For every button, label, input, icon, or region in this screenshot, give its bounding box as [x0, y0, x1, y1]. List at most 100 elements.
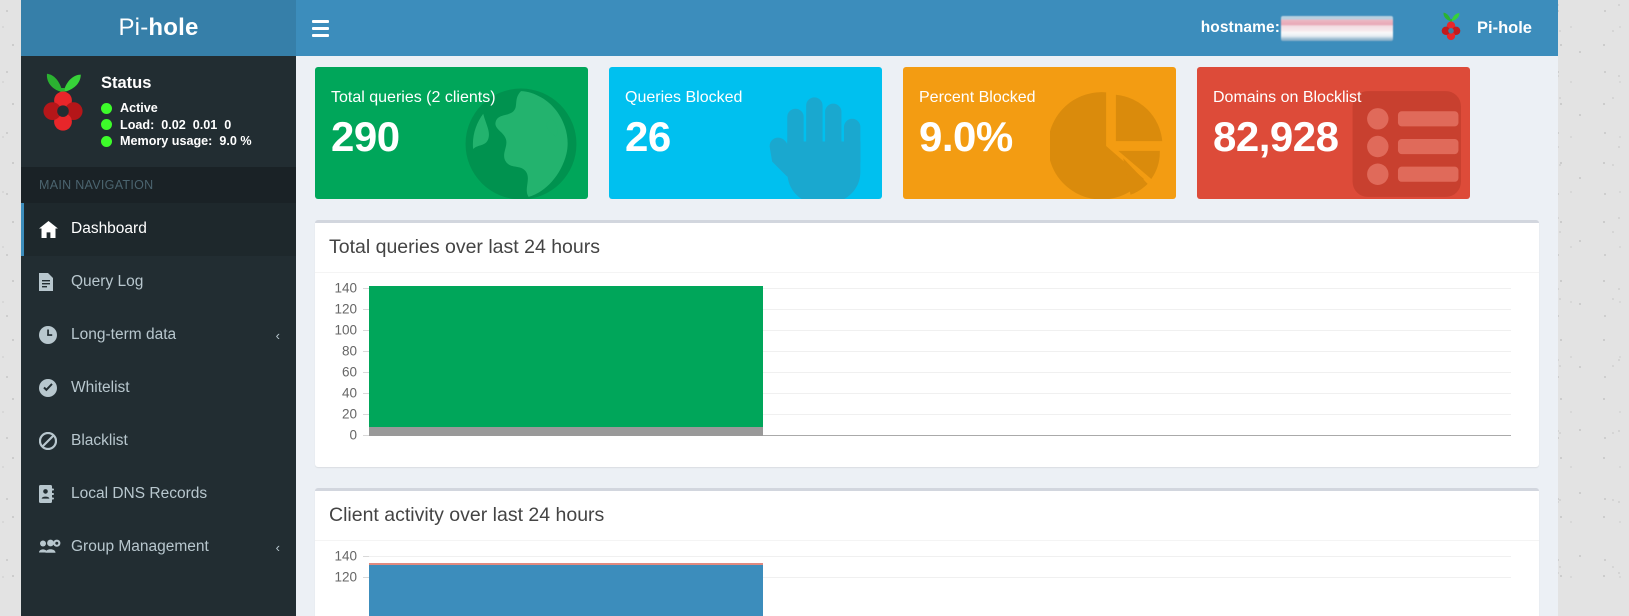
y-tick-label: 40	[341, 385, 357, 401]
y-axis: 140 120	[329, 549, 363, 616]
status-line: Memory usage: 9.0 %	[101, 134, 252, 148]
status-line: Load: 0.02 0.01 0	[101, 118, 252, 132]
navbar: hostname: Pi-hole	[296, 0, 1558, 56]
pihole-brand-link[interactable]: Pi-hole	[1437, 11, 1544, 45]
status-dot-icon	[101, 135, 112, 147]
main-content: Total queries (2 clients) 290 Queries Bl…	[296, 56, 1558, 616]
sidebar-item-label: Query Log	[71, 273, 144, 290]
stat-card-title: Percent Blocked	[919, 89, 1036, 106]
list-icon	[1352, 91, 1461, 197]
sidebar-section-header: MAIN NAVIGATION	[21, 166, 296, 203]
y-tick-label: 120	[334, 569, 357, 585]
gridline	[363, 393, 1511, 394]
tick-mark	[363, 288, 369, 289]
status-panel: Status Active Load: 0.02 0.01 0 Memory u…	[21, 56, 296, 167]
status-line-text: Load: 0.02 0.01 0	[120, 117, 232, 132]
ban-icon	[39, 432, 61, 450]
clock-icon	[39, 326, 61, 344]
chart-panel-body: 140 120	[315, 541, 1539, 616]
tick-mark	[363, 393, 369, 394]
status-line-text: Memory usage: 9.0 %	[120, 134, 252, 148]
stat-card-value: 9.0%	[919, 113, 1013, 160]
tick-mark	[363, 556, 369, 557]
gridline	[363, 330, 1511, 331]
raspberry-pi-icon	[1441, 12, 1461, 41]
client-activity-chart-panel: Client activity over last 24 hours 140 1…	[315, 488, 1539, 616]
sidebar: Status Active Load: 0.02 0.01 0 Memory u…	[21, 56, 296, 616]
brand-logo-bold: hole	[148, 14, 199, 41]
stat-card-domains-on-blocklist[interactable]: Domains on Blocklist 82,928	[1197, 67, 1470, 199]
status-line-text: Active	[120, 101, 158, 115]
total-queries-chart-panel: Total queries over last 24 hours 140 120…	[315, 220, 1539, 467]
client-activity-chart[interactable]: 140 120	[329, 549, 1525, 616]
hamburger-bar	[311, 26, 329, 30]
check-circle-icon	[39, 379, 61, 397]
status-line: Active	[101, 101, 252, 115]
stat-card-queries-blocked[interactable]: Queries Blocked 26	[609, 67, 882, 199]
sidebar-item-blacklist[interactable]: Blacklist	[21, 415, 296, 468]
stat-card-title: Queries Blocked	[625, 89, 743, 106]
tick-mark	[363, 330, 369, 331]
y-tick-label: 140	[334, 548, 357, 564]
file-icon	[39, 273, 61, 291]
gridline	[363, 288, 1511, 289]
plot-area	[363, 553, 1511, 616]
tick-mark	[363, 414, 369, 415]
stat-card-title: Domains on Blocklist	[1213, 89, 1362, 106]
sidebar-caret: ‹	[275, 327, 280, 343]
series-client-activity	[369, 563, 763, 616]
stat-card-value: 26	[625, 113, 671, 160]
hostname-label: hostname:	[1200, 19, 1280, 36]
sidebar-item-label: Whitelist	[71, 379, 130, 396]
sidebar-item-group-management[interactable]: Group Management ‹	[21, 521, 296, 574]
pihole-admin-window: Pi-hole hostname:	[21, 0, 1558, 616]
gridline	[363, 556, 1511, 557]
tick-mark	[363, 577, 369, 578]
stat-card-total-queries[interactable]: Total queries (2 clients) 290	[315, 67, 588, 199]
tick-mark	[363, 309, 369, 310]
hand-icon	[769, 97, 861, 199]
status-title: Status	[101, 74, 152, 92]
stat-card-percent-blocked[interactable]: Percent Blocked 9.0%	[903, 67, 1176, 199]
sidebar-item-local-dns-records[interactable]: Local DNS Records	[21, 468, 296, 521]
address-book-icon	[39, 485, 61, 503]
brand-logo-thin: Pi-	[118, 14, 149, 41]
sidebar-item-label: Dashboard	[71, 220, 147, 237]
sidebar-item-long-term-data[interactable]: Long-term data ‹	[21, 309, 296, 362]
status-dot-icon	[101, 119, 112, 130]
hamburger-bar	[311, 33, 329, 37]
brand-logo[interactable]: Pi-hole	[21, 0, 296, 56]
total-queries-chart[interactable]: 140 120 100 80 60 40 20 0	[329, 281, 1525, 453]
sidebar-item-label: Long-term data	[71, 326, 177, 343]
chart-title: Total queries over last 24 hours	[329, 236, 600, 258]
stat-cards-row: Total queries (2 clients) 290 Queries Bl…	[315, 67, 1539, 199]
hostname-value-redacted	[1280, 15, 1393, 41]
raspberry-pi-logo-icon	[43, 73, 83, 131]
users-gear-icon	[39, 539, 61, 555]
series-blocked-queries	[369, 427, 763, 436]
sidebar-item-whitelist[interactable]: Whitelist	[21, 362, 296, 415]
globe-icon	[465, 88, 577, 199]
navbar-right: hostname: Pi-hole	[1201, 11, 1544, 45]
y-tick-label: 0	[349, 427, 357, 443]
series-permitted-queries	[369, 286, 763, 428]
top-header: Pi-hole hostname:	[21, 0, 1558, 56]
chart-title: Client activity over last 24 hours	[329, 504, 605, 526]
gridline	[363, 372, 1511, 373]
sidebar-item-dashboard[interactable]: Dashboard	[21, 202, 296, 256]
chart-panel-body: 140 120 100 80 60 40 20 0	[315, 273, 1539, 467]
gridline	[363, 351, 1511, 352]
pie-chart-icon	[1050, 92, 1163, 199]
gridline	[363, 309, 1511, 310]
tick-mark	[363, 351, 369, 352]
status-details: Status Active Load: 0.02 0.01 0 Memory u…	[101, 70, 252, 151]
hamburger-bar	[311, 19, 329, 23]
y-tick-label: 140	[334, 280, 357, 296]
y-axis: 140 120 100 80 60 40 20 0	[329, 281, 363, 443]
stat-card-value: 82,928	[1213, 113, 1339, 160]
sidebar-toggle-button[interactable]	[296, 0, 344, 56]
gridline	[363, 577, 1511, 578]
sidebar-item-label: Local DNS Records	[71, 485, 208, 502]
plot-area	[363, 285, 1511, 437]
sidebar-item-query-log[interactable]: Query Log	[21, 256, 296, 309]
